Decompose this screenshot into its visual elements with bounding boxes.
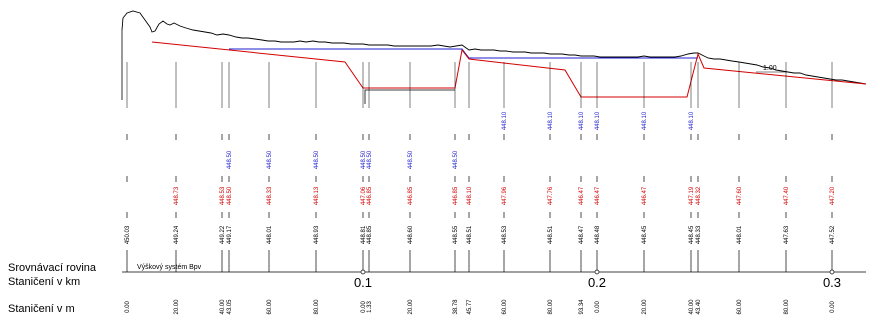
design-elevation-value: 447.40 [784,186,790,205]
station-m-value: 43.40 [696,299,702,315]
design-elevation-value: 446.47 [579,186,585,205]
design-elevation-value: 447.96 [502,186,508,205]
terrain-elevation-value: 448.51 [467,225,473,244]
terrain-elevation-value: 448.01 [737,225,743,244]
station-m-value: 0.00 [125,301,131,313]
blue-level-value: 448.10 [579,111,585,130]
culvert-outline [364,89,455,104]
station-m-value: 38.78 [453,299,459,315]
design-elevation-value: 448.33 [267,186,273,205]
ref-plane-label: Srovnávací rovina [8,262,97,274]
station-m-value: 45.77 [467,299,473,315]
terrain-elevation-value: 448.85 [367,225,373,244]
design-elevation-value: 447.19 [689,186,695,205]
terrain-elevation-value: 448.33 [696,225,702,244]
station-m-value: 80.00 [314,299,320,315]
station-m-value: 20.00 [408,299,414,315]
design-elevation-value: 448.10 [467,186,473,205]
stations-layer: 450.030.00448.73449.2420.00448.53449.224… [125,62,836,315]
design-elevation-value: 448.13 [314,186,320,205]
terrain-elevation-value: 448.47 [579,225,585,244]
station-m-value: 40.00 [689,299,695,315]
km-mark-1: 0.1 [354,269,372,290]
station-m-value: 60.00 [267,299,273,315]
blue-level-value: 448.10 [502,111,508,130]
station-m-value: 1.33 [367,301,373,313]
terrain-elevation-value: 448.45 [689,225,695,244]
station-m-value: 80.00 [548,299,554,315]
design-elevation-value: 446.85 [453,186,459,205]
station-m-value: 93.34 [579,299,585,315]
terrain-elevation-value: 448.93 [314,225,320,244]
station-m-value: 80.00 [784,299,790,315]
design-elevation-value: 447.20 [830,186,836,205]
blue-level-value: 448.50 [314,150,320,169]
design-elevation-value: 447.76 [548,186,554,205]
design-elevation-value: 446.85 [408,186,414,205]
design-elevation-value: 448.53 [220,186,226,205]
km-mark-3: 0.3 [823,269,841,290]
terrain-elevation-value: 447.63 [784,225,790,244]
station-m-value: 20.00 [642,299,648,315]
design-elevation-value: 446.47 [595,186,601,205]
blue-level-value: 448.10 [548,111,554,130]
terrain-elevation-value: 448.01 [267,225,273,244]
terrain-elevation-value: 448.81 [361,225,367,244]
station-m-value: 40.00 [220,299,226,315]
design-elevation-value: 447.06 [361,186,367,205]
km-row-label: Staničení v km [8,276,81,288]
blue-level-value: 448.50 [227,150,233,169]
station-m-value: 43.05 [227,299,233,315]
design-elevation-value: 448.32 [696,186,702,205]
terrain-elevation-value: 448.55 [453,225,459,244]
terrain-elevation-value: 449.24 [174,225,180,244]
slope-label: 1.00 [763,65,777,72]
station-m-value: 0.00 [595,301,601,313]
terrain-elevation-value: 448.60 [408,225,414,244]
design-elevation-value: 446.47 [642,186,648,205]
km-label-1: 0.1 [354,275,372,290]
blue-level-value: 448.50 [408,150,414,169]
station-m-value: 0.00 [830,301,836,313]
terrain-elevation-value: 449.17 [227,225,233,244]
terrain-elevation-value: 450.03 [125,225,131,244]
blue-level-value: 448.50 [361,150,367,169]
blue-level-value: 448.50 [267,150,273,169]
station-m-value: 0.00 [361,301,367,313]
blue-level-value: 448.50 [367,150,373,169]
km-label-2: 0.2 [588,275,606,290]
blue-level-value: 448.10 [689,111,695,130]
blue-level-value: 448.10 [642,111,648,130]
design-line [151,41,867,98]
station-m-value: 20.00 [174,299,180,315]
km-mark-2: 0.2 [588,269,606,290]
station-m-value: 60.00 [737,299,743,315]
blue-level-value: 448.50 [453,150,459,169]
terrain-elevation-value: 448.45 [642,225,648,244]
km-label-3: 0.3 [823,275,841,290]
water-level-1 [229,48,470,59]
height-system-label: Výškový systém Bpv [137,264,202,271]
design-elevation-value: 448.50 [227,186,233,205]
design-elevation-value: 447.60 [737,186,743,205]
terrain-elevation-value: 448.53 [502,225,508,244]
blue-level-value: 448.10 [595,111,601,130]
terrain-elevation-value: 448.51 [548,225,554,244]
m-row-label: Staničení v m [8,303,75,315]
terrain-elevation-value: 449.22 [220,225,226,244]
terrain-line [121,10,867,85]
station-m-value: 60.00 [502,299,508,315]
design-elevation-value: 448.73 [174,186,180,205]
terrain-elevation-value: 447.52 [830,225,836,244]
design-elevation-value: 446.85 [367,186,373,205]
terrain-elevation-value: 448.48 [595,225,601,244]
